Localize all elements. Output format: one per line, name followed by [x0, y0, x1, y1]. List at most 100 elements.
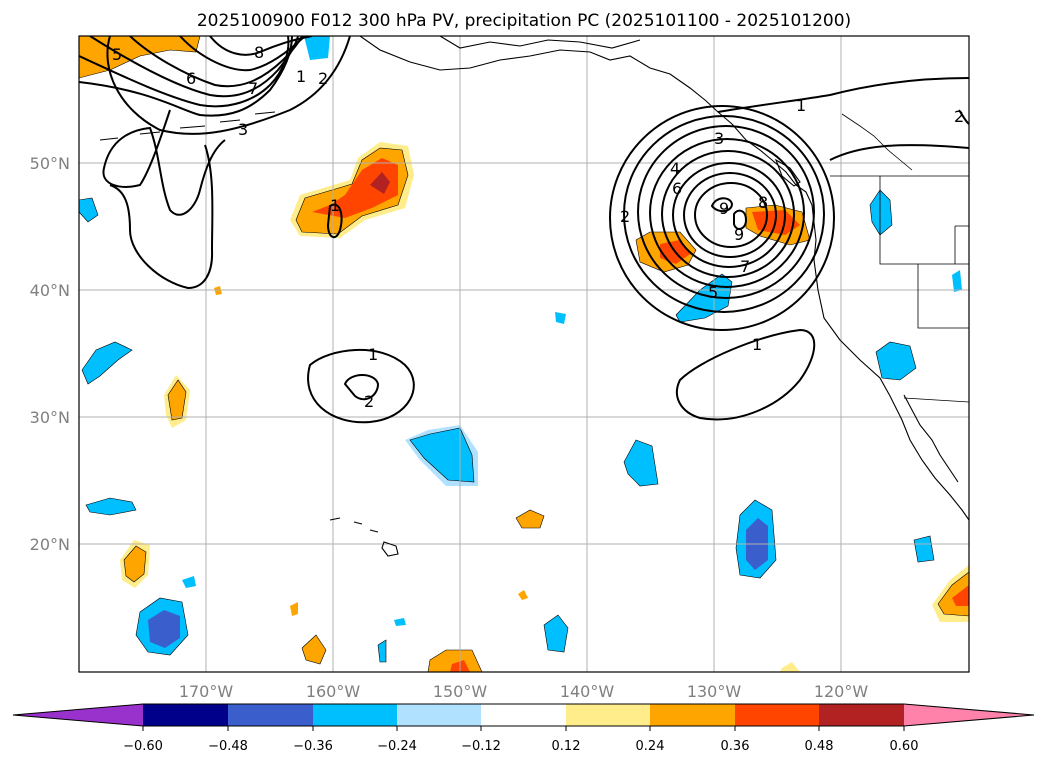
- pv-contour-160w-small: [326, 203, 343, 239]
- precip-positive-central5: [518, 590, 528, 600]
- contour-label-nw-2: 2: [318, 69, 328, 88]
- precip-positive-west1-core: [167, 379, 187, 421]
- border-alaska-canada: [841, 113, 913, 171]
- coastline-alaska-inner: [439, 36, 641, 49]
- colorbar: −0.60 −0.48 −0.36 −0.24 −0.12 0.12 0.24 …: [12, 703, 1035, 754]
- pv-contour-nw-3: [129, 36, 303, 88]
- pv-contour-nw-outer: [79, 36, 293, 117]
- pv-contour-low-3: [637, 125, 815, 299]
- pv-contour-low-5: [661, 150, 795, 278]
- pv-contour-low-8: [694, 182, 768, 248]
- precip-positive-central1: [515, 509, 545, 529]
- colorbar-over-arrow: [904, 704, 1034, 726]
- contour-label-se-1: 1: [752, 335, 762, 354]
- contour-label-ne-2: 2: [620, 207, 630, 226]
- pv-contour-labels: 5 6 7 8 3 1 2 1 2 1 1 2 3 4 6 8 9 9 7 5 …: [112, 43, 964, 411]
- lat-label: 40°N: [30, 281, 70, 300]
- pv-contour-nw-big: [106, 36, 351, 135]
- pv-contours: [79, 36, 969, 424]
- contour-label-160w-1: 1: [330, 196, 340, 215]
- pv-contour-nw-1: [79, 36, 290, 108]
- colorbar-bin: [481, 704, 566, 726]
- contour-label-nw-7: 7: [248, 79, 258, 98]
- pv-contour-west-long: [109, 144, 214, 290]
- pv-contour-ne-top: [717, 77, 969, 113]
- precip-negative-west5: [182, 576, 196, 588]
- coastline-alaska: [359, 36, 813, 206]
- contour-label-ne-7: 7: [740, 257, 750, 276]
- lon-axis-labels: 170°W 160°W 150°W 140°W 130°W 120°W: [179, 682, 869, 701]
- contour-label-ne-6: 6: [672, 179, 682, 198]
- coastlines: [99, 36, 969, 557]
- hawaii-islands: [329, 517, 399, 557]
- lon-label: 160°W: [306, 682, 361, 701]
- colorbar-bin: [228, 704, 313, 726]
- precip-positive-west2: [123, 545, 147, 583]
- pv-contour-nw-4: [179, 36, 306, 72]
- contour-label-ne-9a: 9: [719, 199, 729, 218]
- colorbar-tick-label: −0.12: [461, 739, 501, 754]
- precip-positive-se-core: [952, 585, 969, 606]
- pv-contour-ne-edge-2: [958, 109, 969, 125]
- lon-label: 140°W: [560, 682, 615, 701]
- colorbar-tick-label: 0.48: [805, 739, 834, 754]
- colorbar-tick-label: −0.60: [123, 739, 163, 754]
- lat-label: 30°N: [30, 408, 70, 427]
- contour-label-edge-2: 2: [954, 107, 964, 126]
- lon-label: 130°W: [687, 682, 742, 701]
- pv-contour-se-1: [675, 328, 816, 421]
- lon-label: 170°W: [179, 682, 234, 701]
- lat-label: 20°N: [30, 535, 70, 554]
- colorbar-ticks: [142, 726, 905, 731]
- pv-contour-mid-2: [343, 374, 380, 401]
- colorbar-bin: [735, 704, 819, 726]
- colorbar-tick-label: 0.36: [721, 739, 750, 754]
- precip-negative-central4: [543, 614, 569, 653]
- precip-negative-west4-core: [148, 610, 180, 648]
- precip-negative-central6: [555, 312, 566, 324]
- precip-negative-central8: [394, 618, 406, 626]
- lat-label: 50°N: [30, 154, 70, 173]
- pv-contour-low-9b: [733, 209, 748, 230]
- precip-negative-west1: [79, 197, 99, 223]
- contour-label-nw-6: 6: [186, 69, 196, 88]
- precip-negative-coast3: [952, 270, 962, 292]
- contour-label-nw-5: 5: [112, 45, 122, 64]
- pv-contour-nw-lobe: [102, 109, 226, 216]
- precip-positive-central4: [290, 602, 298, 616]
- colorbar-under-arrow: [13, 704, 143, 726]
- contour-label-ne-4: 4: [670, 159, 680, 178]
- contour-label-nw-3: 3: [238, 120, 248, 139]
- pv-contour-low-9a: [710, 197, 734, 212]
- pv-contour-low-7: [683, 172, 777, 258]
- colorbar-bin: [397, 704, 481, 726]
- colorbar-bin: [143, 704, 228, 726]
- colorbar-tick-label: 0.12: [552, 739, 581, 754]
- border-us-states: [879, 176, 969, 329]
- precip-negative-central2: [623, 439, 659, 487]
- precip-peak-north-central: [370, 172, 390, 194]
- map-frame: [78, 35, 970, 673]
- colorbar-tick-label: −0.36: [293, 739, 333, 754]
- colorbar-bin: [566, 704, 650, 726]
- precip-positive-central2: [301, 634, 327, 665]
- contour-label-ne-3: 3: [714, 129, 724, 148]
- map-panel: 5 6 7 8 3 1 2 1 2 1 1 2 3 4 6 8 9 9 7 5 …: [79, 36, 969, 672]
- contour-label-ne-9b: 9: [734, 225, 744, 244]
- colorbar-bin: [819, 704, 904, 726]
- contour-label-mid-2: 2: [364, 392, 374, 411]
- precip-positive-central7: [780, 662, 800, 672]
- aleutian-islands: [99, 111, 276, 141]
- precip-negative-top: [304, 36, 330, 60]
- lat-axis-labels: 50°N 40°N 30°N 20°N: [30, 154, 70, 554]
- contour-label-ne-5: 5: [708, 283, 718, 302]
- colorbar-tick-label: 0.60: [890, 739, 919, 754]
- colorbar-tick-label: 0.24: [636, 739, 665, 754]
- precip-negative-central7: [377, 639, 387, 663]
- pv-contour-low-outer: [609, 105, 835, 331]
- pv-contour-low-6: [672, 162, 786, 268]
- colorbar-tick-label: −0.24: [377, 739, 417, 754]
- plot-title: 2025100900 F012 300 hPa PV, precipitatio…: [197, 11, 851, 31]
- border-us-mexico: [903, 397, 969, 403]
